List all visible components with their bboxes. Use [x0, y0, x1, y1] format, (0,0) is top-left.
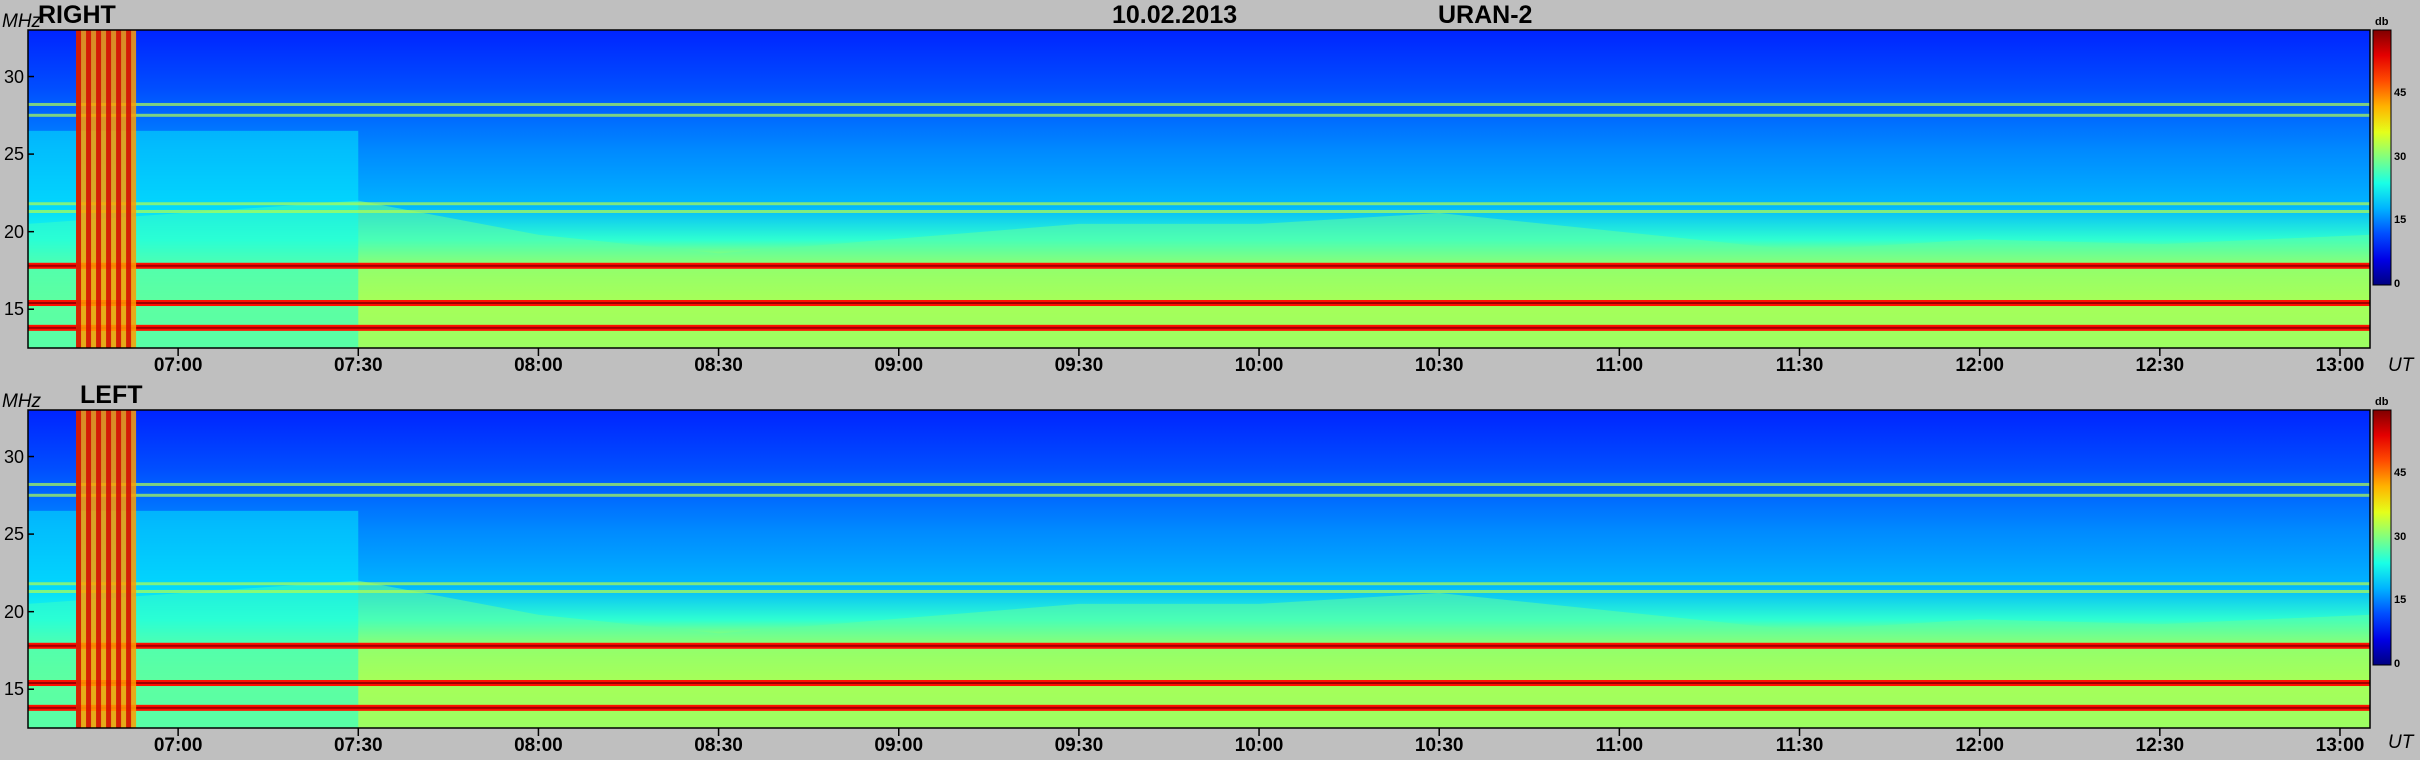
y-tick-label-25: 25	[4, 144, 25, 165]
y-tick-label-20: 20	[4, 601, 25, 622]
x-tick-label-0900: 09:00	[874, 735, 924, 756]
y-tick-label-30: 30	[4, 66, 25, 87]
x-axis-unit-left: UT	[2388, 732, 2414, 753]
x-tick-label-1200: 12:00	[1955, 735, 2004, 756]
weak-band-0	[28, 589, 2370, 593]
burst-stripe-4	[116, 410, 122, 728]
burst-stripe-2	[96, 30, 102, 348]
burst-stripe-3	[106, 410, 112, 728]
x-tick-label-1030: 10:30	[1414, 735, 1464, 756]
burst-stripe-0	[76, 30, 82, 348]
instrument-name: URAN-2	[1438, 1, 1533, 29]
broadband-noise-region	[28, 200, 2370, 348]
x-tick-label-1000: 10:00	[1234, 735, 1284, 756]
panel-label-left: LEFT	[80, 381, 143, 409]
colorbar	[2372, 29, 2392, 286]
weak-band-3	[28, 482, 2370, 486]
weak-band-1	[28, 202, 2370, 206]
x-tick-label-0730: 07:30	[333, 355, 383, 376]
broadband-noise-region	[28, 580, 2370, 728]
panel-label-right: RIGHT	[38, 1, 116, 29]
x-tick-label-0800: 08:00	[514, 735, 563, 756]
x-tick-label-0700: 07:00	[153, 355, 203, 376]
x-tick-label-0830: 08:30	[694, 355, 743, 376]
strong-band-core-0	[28, 326, 2370, 329]
x-tick-label-1300: 13:00	[2315, 355, 2365, 376]
x-tick-label-1130: 11:30	[1775, 735, 1824, 756]
strong-band-core-1	[28, 682, 2370, 685]
x-tick-label-1200: 12:00	[1955, 355, 2004, 376]
strong-band-core-2	[28, 644, 2370, 647]
weak-band-1	[28, 582, 2370, 586]
weak-band-2	[28, 493, 2370, 497]
x-tick-label-0900: 09:00	[874, 355, 924, 376]
burst-stripe-0	[76, 410, 82, 728]
plot-frame	[27, 409, 2371, 729]
y-axis-unit-right: MHz	[2, 11, 42, 32]
strong-band-core-1	[28, 302, 2370, 305]
colorbar-tick-0: 0	[2394, 278, 2401, 290]
weak-band-0	[28, 209, 2370, 213]
burst-stripe-2	[96, 410, 102, 728]
colorbar-tick-15: 15	[2394, 594, 2407, 607]
x-tick-label-0730: 07:30	[333, 735, 383, 756]
x-tick-label-0930: 09:30	[1054, 355, 1104, 376]
x-tick-label-1000: 10:00	[1234, 355, 1284, 376]
observation-date: 10.02.2013	[1112, 1, 1238, 29]
burst-stripe-1	[86, 410, 92, 728]
colorbar-tick-0: 0	[2394, 658, 2401, 670]
burst-stripe-3	[106, 30, 112, 348]
burst-stripe-5	[126, 30, 132, 348]
colorbar-tick-45: 45	[2394, 466, 2407, 479]
x-tick-label-1030: 10:30	[1414, 355, 1464, 376]
y-tick-label-25: 25	[4, 524, 25, 545]
x-tick-label-1300: 13:00	[2315, 735, 2365, 756]
burst-stripe-4	[116, 30, 122, 348]
x-tick-label-1100: 11:00	[1595, 735, 1644, 756]
y-tick-label-15: 15	[4, 299, 25, 320]
x-axis-unit-right: UT	[2388, 355, 2414, 376]
strong-band-core-2	[28, 264, 2370, 267]
x-tick-label-1230: 12:30	[2135, 735, 2185, 756]
colorbar-tick-45: 45	[2394, 86, 2407, 99]
x-tick-label-1100: 11:00	[1595, 355, 1644, 376]
colorbar-tick-30: 30	[2394, 530, 2407, 543]
weak-band-2	[28, 113, 2370, 117]
colorbar-tick-15: 15	[2394, 214, 2407, 227]
x-tick-label-0930: 09:30	[1054, 735, 1104, 756]
y-tick-label-15: 15	[4, 679, 25, 700]
burst-stripe-1	[86, 30, 92, 348]
y-tick-label-30: 30	[4, 446, 25, 467]
colorbar-tick-30: 30	[2394, 150, 2407, 163]
plot-frame	[27, 29, 2371, 349]
burst-stripe-5	[126, 410, 132, 728]
strong-band-core-0	[28, 706, 2370, 709]
x-tick-label-0830: 08:30	[694, 735, 743, 756]
colorbar-unit: db	[2375, 16, 2389, 28]
weak-band-3	[28, 102, 2370, 106]
y-axis-unit-left: MHz	[2, 391, 42, 412]
colorbar	[2372, 409, 2392, 666]
colorbar-unit: db	[2375, 396, 2389, 408]
x-tick-label-0700: 07:00	[153, 735, 203, 756]
x-tick-label-1130: 11:30	[1775, 355, 1824, 376]
x-tick-label-1230: 12:30	[2135, 355, 2185, 376]
y-tick-label-20: 20	[4, 221, 25, 242]
x-tick-label-0800: 08:00	[514, 355, 563, 376]
